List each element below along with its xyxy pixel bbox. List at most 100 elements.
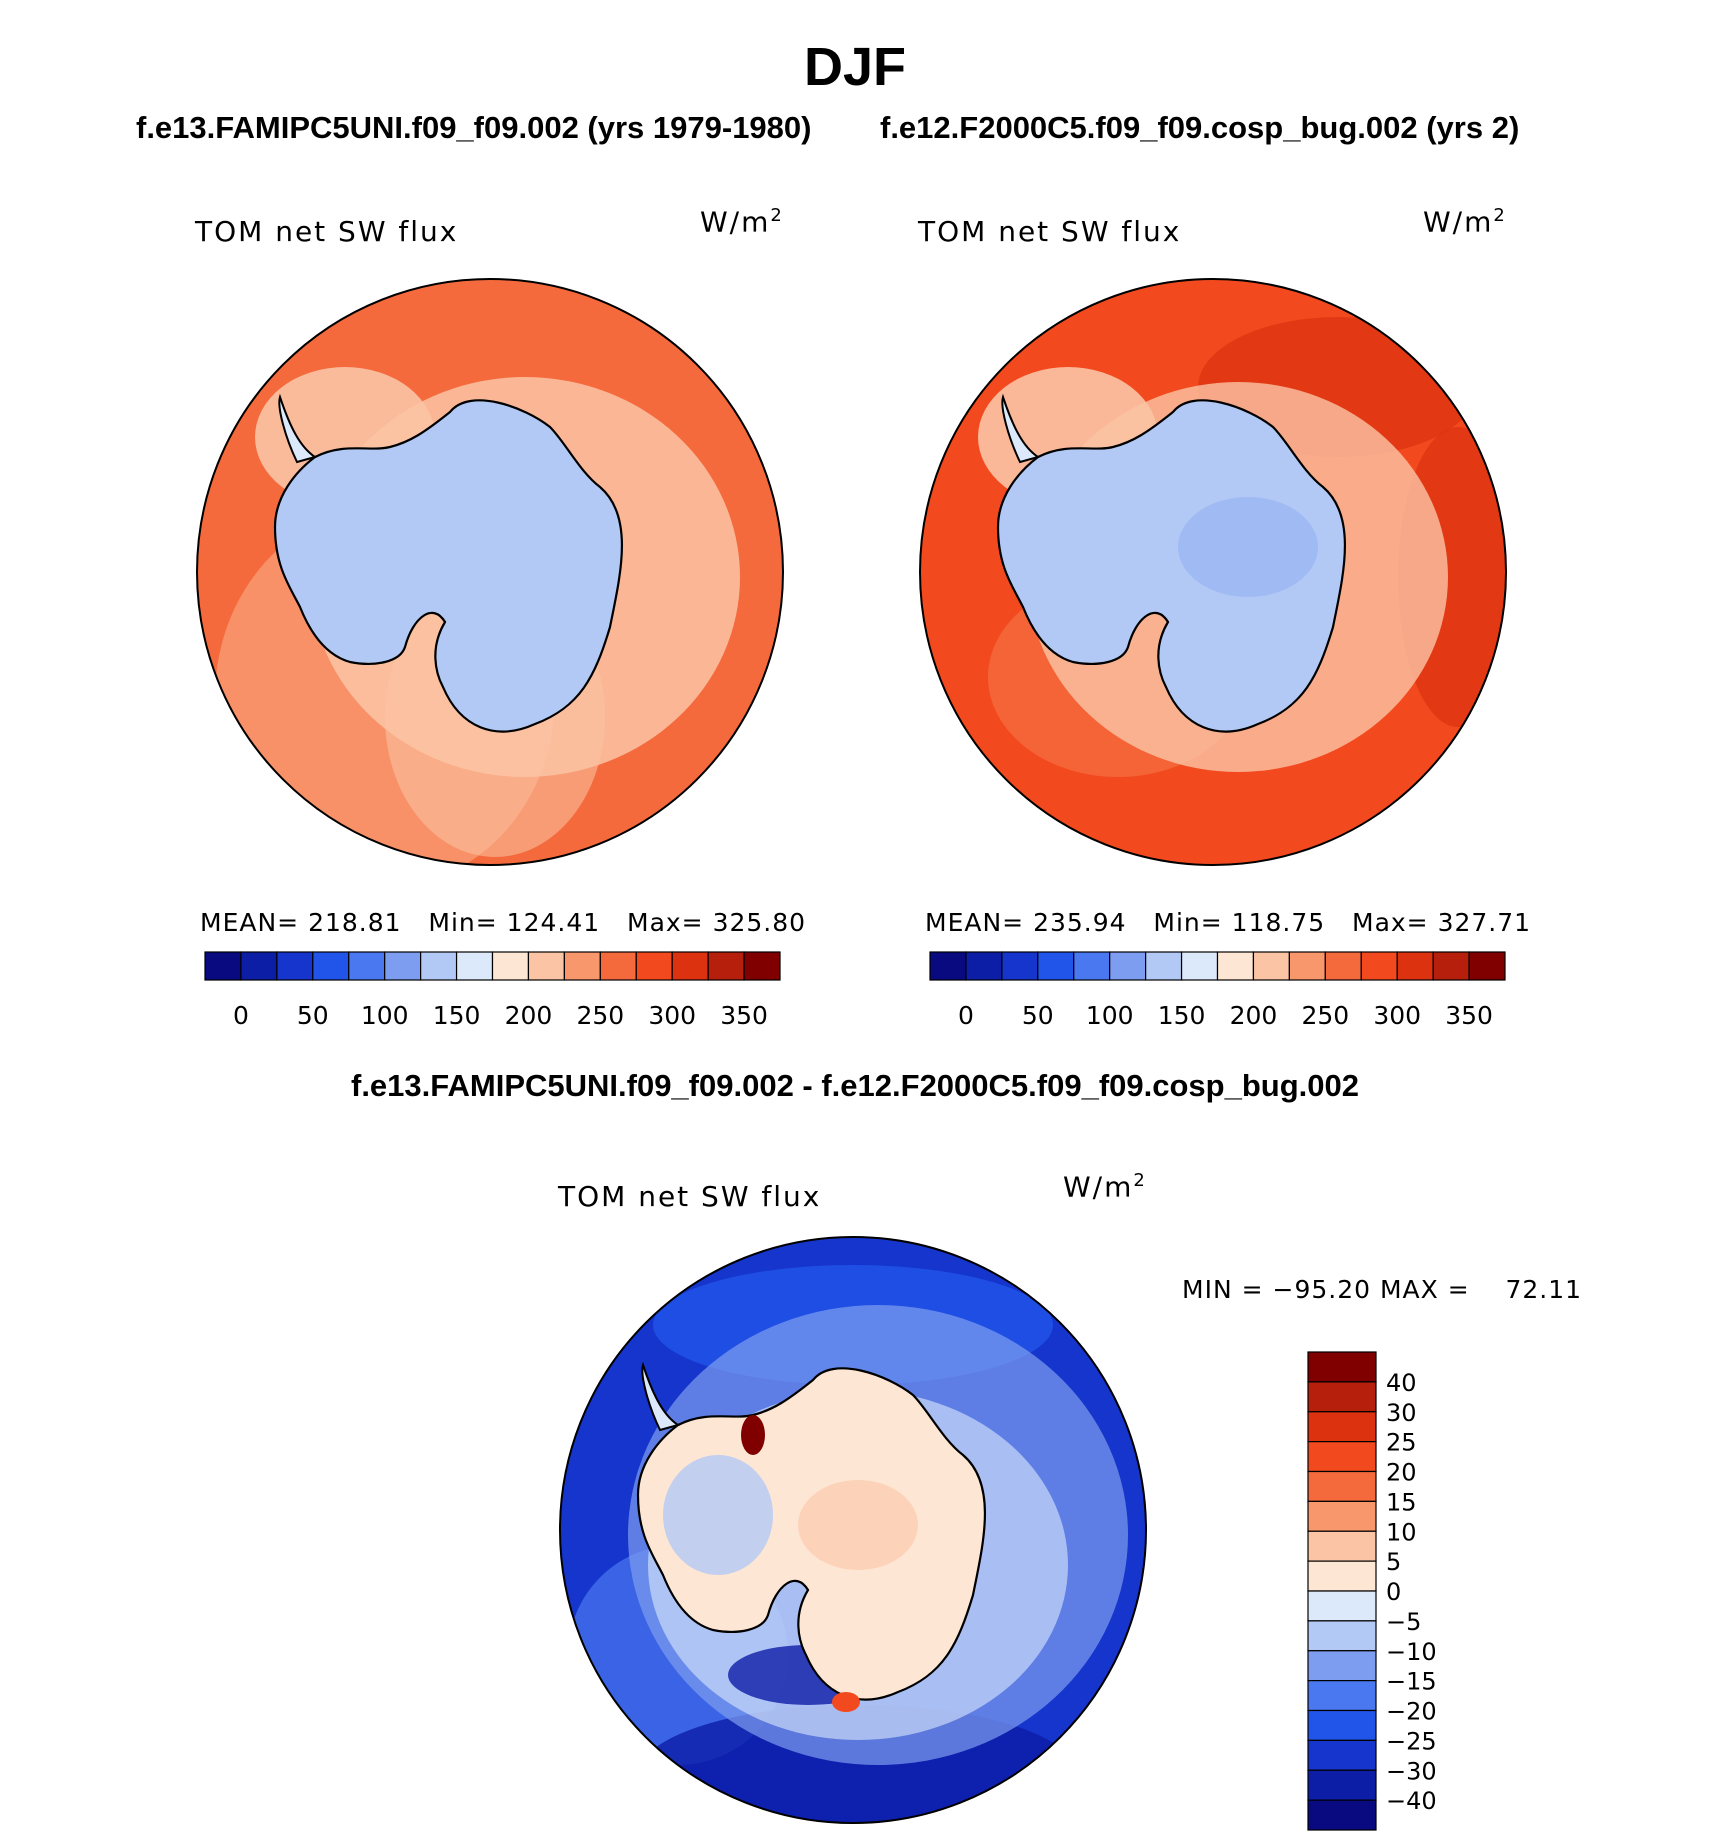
panel2-colorbar-box [1252,951,1290,981]
map-diff [559,1236,1147,1824]
panel1-map-border [196,278,784,866]
diff-colorbar-box [1307,1620,1377,1652]
panel2-colorbar-tick-label: 350 [1445,1001,1493,1030]
panel1-colorbar-box [743,951,781,981]
panel2-colorbar-box [1145,951,1183,981]
panel2-variable-label: TOM net SW flux [918,215,1182,248]
diff-variable-label: TOM net SW flux [558,1180,822,1213]
diff-colorbar-box [1307,1411,1377,1443]
panel2-colorbar-box [1432,951,1470,981]
diff-title: f.e13.FAMIPC5UNI.f09_f09.002 - f.e12.F20… [351,1068,1359,1103]
panel1-colorbar-box [420,951,458,981]
panel1-antarctica [273,399,624,733]
diff-max: 72.11 [1505,1275,1583,1304]
case2-title: f.e12.F2000C5.f09_f09.cosp_bug.002 (yrs … [880,110,1520,145]
panel1-colorbar-tick-label: 50 [297,1001,329,1030]
panel2-colorbar-tick-label: 50 [1022,1001,1054,1030]
panel2-colorbar-tick-label: 0 [958,1001,974,1030]
diff-colorbar-box [1307,1680,1377,1712]
panel1-colorbar: 0 50 100 150 200 250 300 350 [204,951,781,1030]
panel1-colorbar-tick-label: 150 [433,1001,481,1030]
panel2-colorbar-box [1468,951,1506,981]
panel1-units-text: W/m [700,205,771,239]
diff-hotspot1 [741,1415,765,1455]
diff-colorbar-box [1307,1769,1377,1801]
panel1-peninsula [278,393,318,464]
panel2-colorbar-box [1180,951,1219,981]
diff-colorbar-tick-label: −10 [1386,1638,1437,1666]
map-panel2 [919,278,1507,866]
diff-colorbar-box [1307,1351,1377,1383]
panel1-colorbar-tick-label: 200 [505,1001,553,1030]
panel1-colorbar-box [563,951,601,981]
panel2-units: W/m2 [1423,205,1507,238]
panel2-colorbar-box [1037,951,1075,981]
panel1-mean-label: MEAN= [200,908,300,937]
case1-title: f.e13.FAMIPC5UNI.f09_f09.002 (yrs 1979-1… [136,110,812,145]
diff-colorbar-tick-label: 25 [1386,1429,1417,1457]
panel2-colorbar-box [1324,951,1362,981]
panel1-colorbar-box [599,951,637,981]
panel1-colorbar-box [348,951,386,981]
map-panel1 [196,278,784,866]
diff-hotspot2 [832,1692,860,1712]
panel2-min-label: Min= [1153,908,1223,937]
diff-colorbar-box [1307,1500,1377,1532]
panel2-colorbar-box [1109,951,1147,981]
panel2-min: 118.75 [1231,908,1326,937]
diff-colorbar-tick-label: −20 [1386,1698,1437,1726]
diff-colorbar-tick-label: 5 [1386,1548,1401,1576]
panel1-max-label: Max= [627,908,704,937]
panel1-colorbar-box [276,951,314,981]
panel1-variable-label: TOM net SW flux [195,215,459,248]
panel1-min-label: Min= [428,908,498,937]
panel1-colorbar-tick-label: 300 [648,1001,696,1030]
diff-units: W/m2 [1063,1170,1147,1203]
panel1-colorbar-tick-label: 250 [576,1001,624,1030]
diff-interior-positive [798,1480,918,1570]
panel1-max: 325.80 [712,908,807,937]
diff-colorbar-tick-label: −25 [1386,1727,1437,1755]
diff-colorbar-box [1307,1560,1377,1592]
diff-max-label: MAX = [1379,1275,1470,1304]
panel2-mean-label: MEAN= [925,908,1025,937]
diff-units-exp: 2 [1133,1170,1147,1191]
panel2-colorbar-tick-label: 200 [1230,1001,1278,1030]
panel2-max-label: Max= [1352,908,1429,937]
diff-colorbar-tick-label: −30 [1386,1757,1437,1785]
panel2-colorbar-tick-label: 150 [1158,1001,1206,1030]
panel2-colorbar-box [1360,951,1398,981]
panel1-colorbar-box [635,951,673,981]
panel1-colorbar-box [491,951,530,981]
panel2-colorbar-box [1288,951,1326,981]
panel2-colorbar-box [1216,951,1255,981]
diff-colorbar-box [1307,1470,1377,1502]
main-title: DJF [803,37,906,97]
diff-colorbar-box [1307,1709,1377,1741]
panel1-colorbar-box [384,951,422,981]
panel1-colorbar-box [455,951,494,981]
diff-min-label: MIN = [1182,1275,1264,1304]
panel1-units-exp: 2 [770,205,784,226]
diff-colorbar-box [1307,1799,1377,1831]
diff-colorbar-box [1307,1441,1377,1473]
panel2-colorbar-tick-label: 300 [1373,1001,1421,1030]
panel2-colorbar-box [929,951,967,981]
panel2-units-exp: 2 [1493,205,1507,226]
diff-colorbar-tick-label: −40 [1386,1787,1437,1815]
panel1-colorbar-box [527,951,565,981]
diff-colorbar-tick-label: 20 [1386,1459,1417,1487]
panel1-colorbar-box [240,951,278,981]
panel2-mean: 235.94 [1033,908,1127,937]
panel2-map-border [919,278,1507,866]
diff-colorbar-box [1307,1590,1377,1622]
panel2-colorbar-box [1396,951,1434,981]
diff-min: −95.20 [1272,1275,1372,1304]
diff-colorbar-tick-label: 10 [1386,1518,1417,1546]
panel2-colorbar: 0 50 100 150 200 250 300 350 [929,951,1506,1030]
panel2-colorbar-tick-label: 100 [1086,1001,1134,1030]
diff-west-negative [663,1455,773,1575]
panel1-colorbar-box [312,951,350,981]
panel2-peninsula [1001,393,1041,464]
